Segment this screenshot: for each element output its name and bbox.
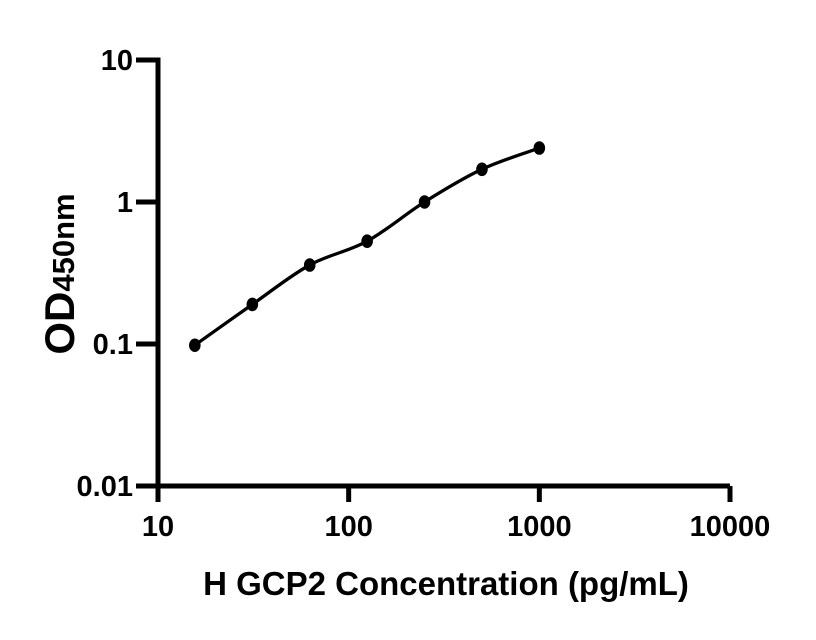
data-point-marker	[189, 338, 201, 353]
data-point-marker	[533, 141, 546, 155]
data-point-marker	[418, 195, 431, 209]
x-axis-title: H GCP2 Concentration (pg/mL)	[203, 565, 689, 602]
y-axis-tick-label: 0.1	[93, 329, 133, 361]
y-axis-title-subscript: 450nm	[46, 193, 81, 292]
y-axis-tick-label: 10	[101, 45, 133, 77]
x-axis-tick-label: 1000	[507, 511, 572, 543]
y-axis-title: OD450nm	[36, 193, 84, 354]
data-point-marker	[361, 234, 373, 248]
x-axis-tick-label: 10	[142, 511, 174, 543]
y-axis-title-base: OD	[36, 291, 83, 355]
data-point-marker	[303, 258, 316, 272]
x-axis-tick-label: 10000	[690, 511, 771, 543]
data-point-marker	[246, 297, 259, 312]
data-point-marker	[476, 162, 488, 177]
y-axis-tick-label: 1	[117, 187, 133, 219]
axis-spines	[155, 57, 730, 489]
x-axis-tick-label: 100	[324, 511, 372, 543]
y-axis-tick-label: 0.01	[77, 471, 133, 503]
